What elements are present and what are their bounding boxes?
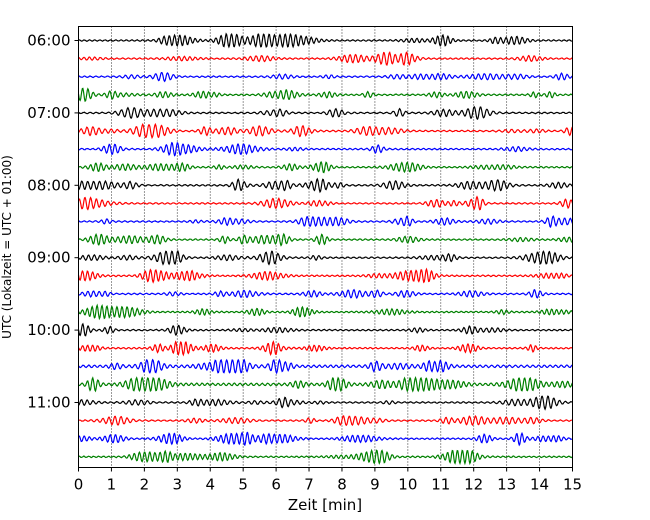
y-axis-label: UTC (Lokalzeit = UTC + 01:00) bbox=[0, 155, 14, 339]
trace-0930 bbox=[78, 288, 573, 300]
trace-0630 bbox=[78, 71, 573, 83]
x-tick-label: 8 bbox=[337, 476, 347, 494]
x-tick-label: 13 bbox=[497, 476, 516, 494]
trace-0815 bbox=[77, 195, 574, 211]
x-tick-label: 4 bbox=[205, 476, 215, 494]
trace-0945 bbox=[77, 303, 574, 321]
trace-0845 bbox=[78, 232, 573, 247]
trace-0615 bbox=[78, 51, 573, 66]
seismogram-traces bbox=[77, 32, 574, 466]
trace-1045 bbox=[78, 375, 574, 393]
plot-frame bbox=[78, 26, 573, 468]
x-tick-label: 9 bbox=[370, 476, 380, 494]
y-axis-ticks: 06:00 07:00 08:00 09:00 10:00 11:00 bbox=[27, 32, 79, 412]
trace-1030 bbox=[78, 358, 573, 375]
x-tick-label: 15 bbox=[563, 476, 582, 494]
x-tick-label: 11 bbox=[431, 476, 450, 494]
x-tick-label: 5 bbox=[238, 476, 248, 494]
x-tick-label: 1 bbox=[107, 476, 117, 494]
y-tick-label: 08:00 bbox=[27, 176, 70, 194]
y-tick-label: 09:00 bbox=[27, 249, 70, 267]
y-tick-label: 11:00 bbox=[27, 394, 70, 412]
trace-1100 bbox=[78, 395, 573, 411]
trace-1145 bbox=[78, 448, 573, 466]
x-tick-label: 3 bbox=[173, 476, 183, 494]
x-tick-label: 2 bbox=[140, 476, 150, 494]
x-axis-label: Zeit [min] bbox=[288, 496, 362, 514]
trace-1000 bbox=[77, 322, 573, 337]
trace-0915 bbox=[77, 267, 573, 284]
trace-0645 bbox=[77, 87, 573, 103]
x-tick-label: 12 bbox=[464, 476, 483, 494]
x-tick-label: 0 bbox=[74, 476, 84, 494]
x-tick-label: 6 bbox=[271, 476, 281, 494]
trace-1130 bbox=[78, 431, 573, 447]
trace-0900 bbox=[78, 249, 573, 266]
x-tick-label: 7 bbox=[304, 476, 314, 494]
x-tick-label: 10 bbox=[398, 476, 417, 494]
trace-1015 bbox=[78, 340, 573, 357]
trace-0800 bbox=[78, 177, 573, 194]
x-axis-ticks: 0 1 2 3 4 5 6 7 8 9 10 11 12 13 14 15 bbox=[74, 467, 582, 494]
y-tick-label: 10:00 bbox=[27, 321, 70, 339]
trace-0715 bbox=[78, 122, 574, 140]
y-tick-label: 07:00 bbox=[27, 104, 70, 122]
trace-0745 bbox=[78, 160, 573, 174]
trace-0600 bbox=[78, 32, 573, 49]
trace-0700 bbox=[78, 105, 573, 121]
x-tick-label: 14 bbox=[530, 476, 549, 494]
trace-1115 bbox=[78, 415, 573, 427]
trace-0730 bbox=[78, 141, 573, 157]
trace-0830 bbox=[78, 215, 574, 229]
y-tick-label: 06:00 bbox=[27, 32, 70, 50]
